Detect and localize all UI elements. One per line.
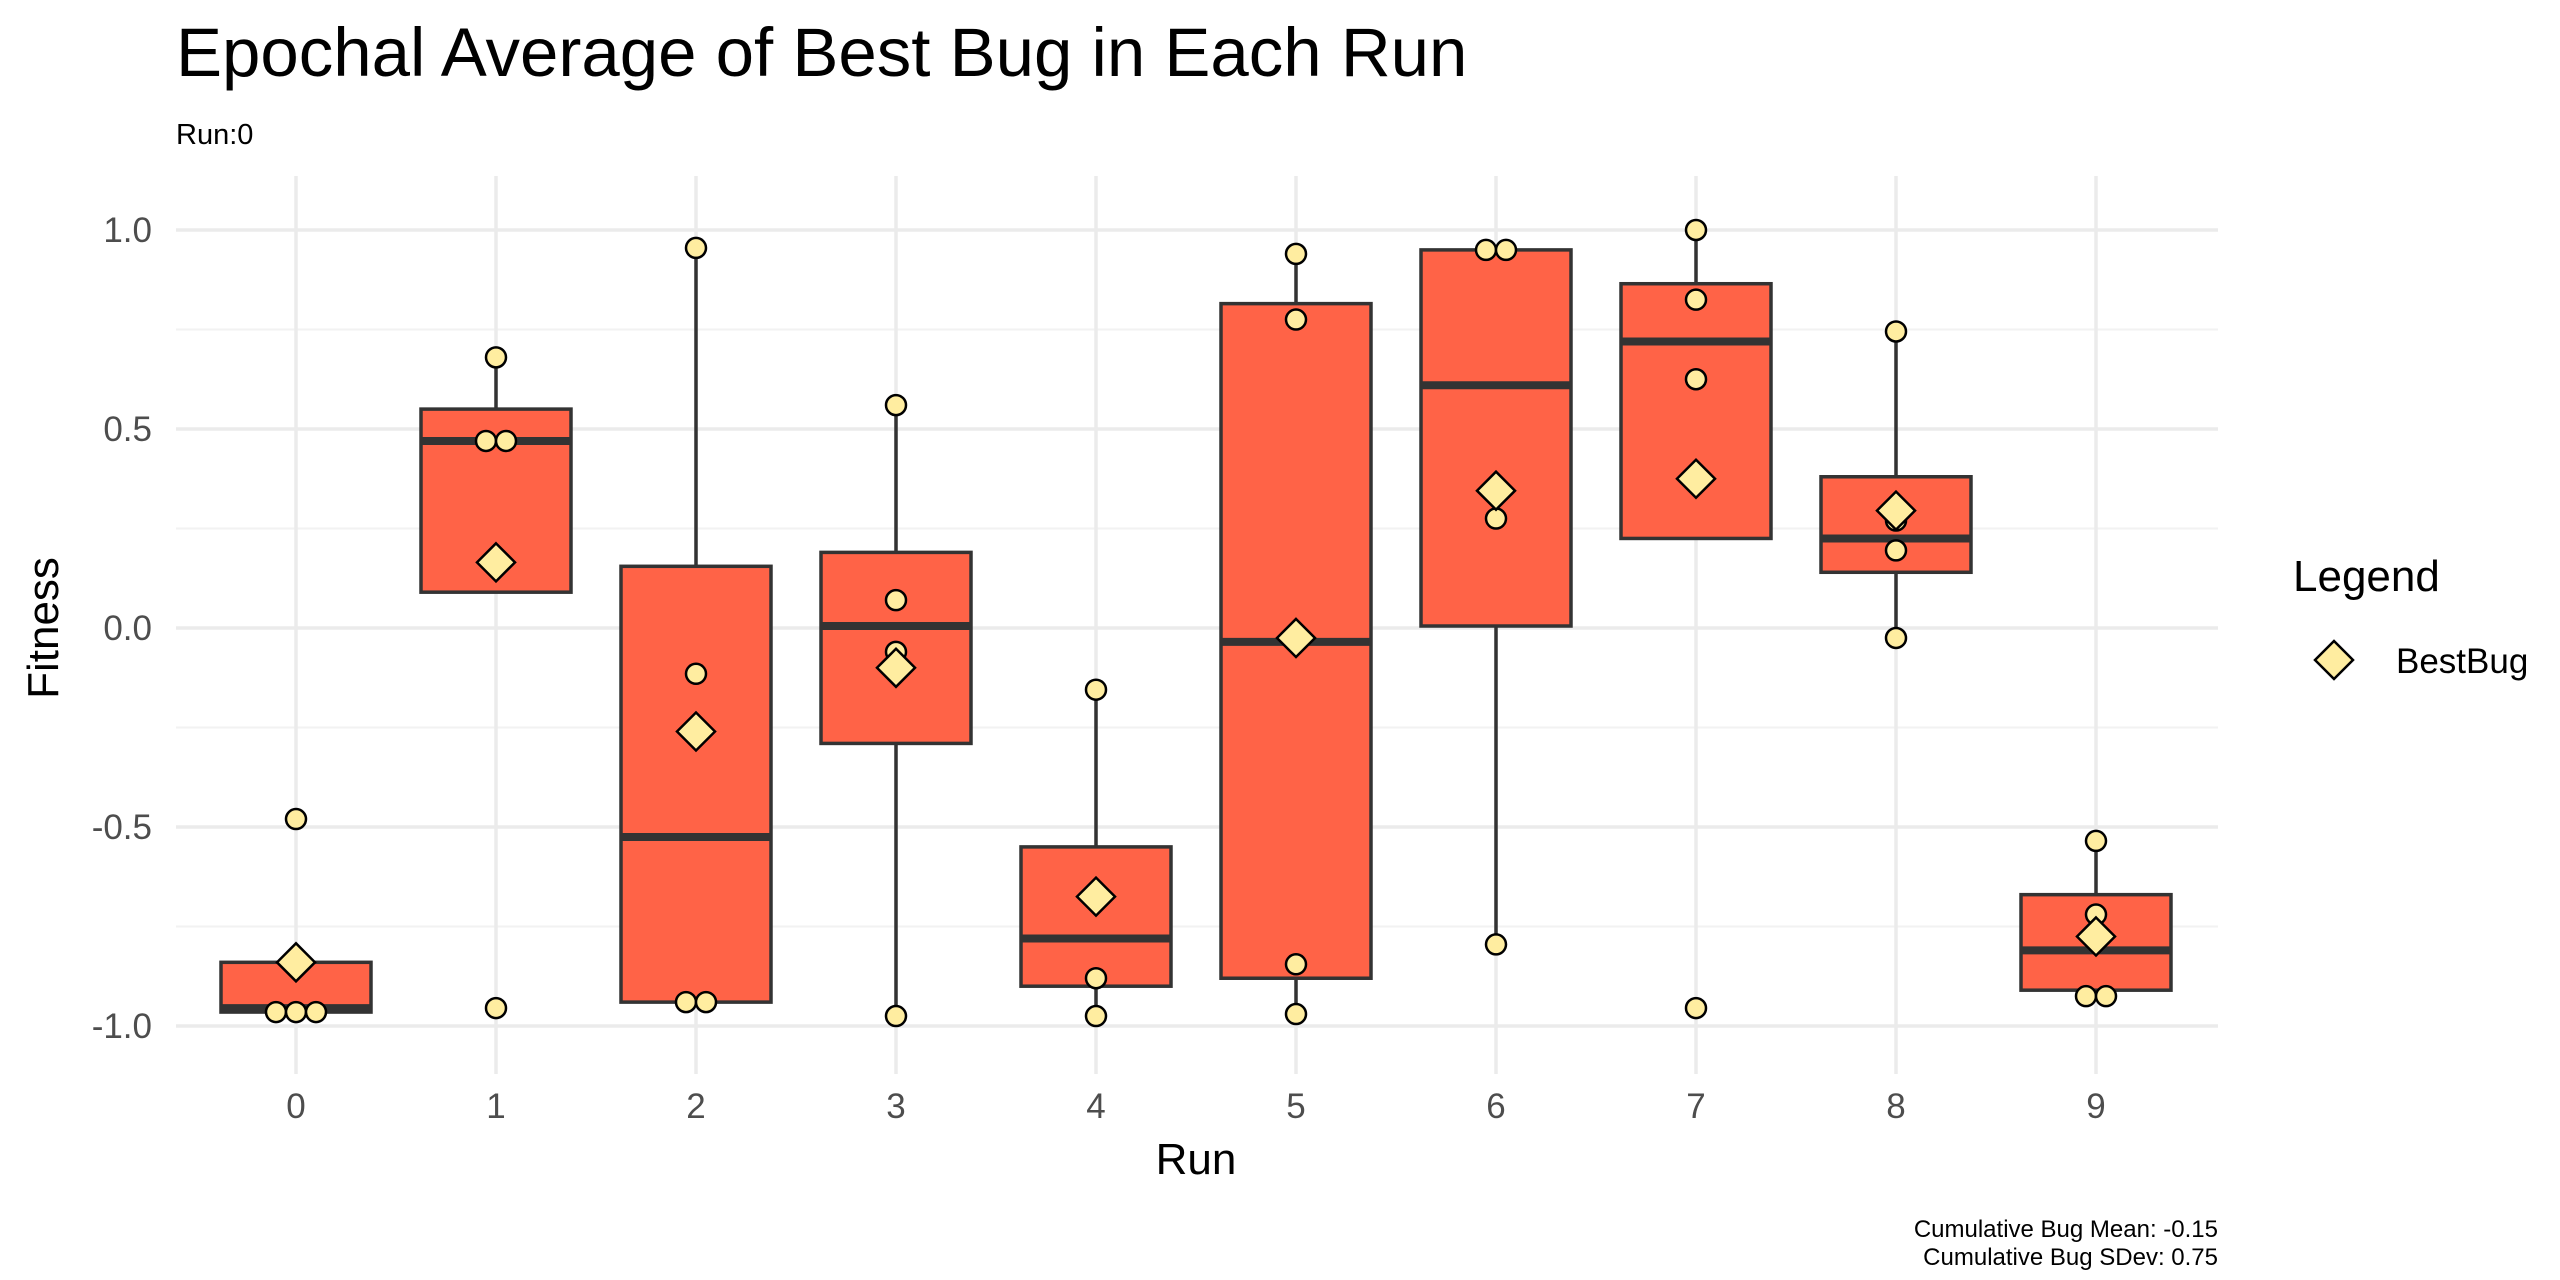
x-axis-title: Run [1156,1135,1237,1184]
x-tick-label: 1 [486,1087,505,1126]
data-point [1084,1004,1108,1028]
data-point [1684,288,1708,311]
x-tick-label: 3 [886,1087,905,1126]
data-point [484,346,508,369]
legend-title: Legend [2293,552,2440,601]
box [1419,248,1573,628]
data-point [1284,1002,1308,1026]
best-bug-diamond [475,541,517,584]
data-point [884,1004,908,1028]
data-point [1884,626,1908,650]
data-point [674,990,698,1014]
caption-mean: Cumulative Bug Mean: -0.15 [1914,1216,2218,1243]
x-tick-label: 7 [1686,1087,1705,1126]
data-point [474,429,498,453]
data-points [264,218,2118,1028]
whiskers [294,230,2098,1019]
best-bug-diamond [275,941,317,984]
data-point [2094,984,2118,1008]
data-point [1284,308,1308,331]
data-point [284,1000,308,1024]
best-bug-markers [275,457,2117,984]
data-point [1484,507,1508,530]
y-tick-label: -1.0 [92,1007,152,1046]
best-bug-diamond [875,647,917,689]
best-bug-diamond [675,710,717,753]
best-bug-diamond [2075,915,2117,958]
legend: Legend BestBug [2293,552,2528,681]
data-point [304,1000,328,1024]
data-point [494,429,518,453]
data-point [684,662,708,686]
box [1619,281,1773,541]
data-point [884,588,908,612]
data-point [694,990,718,1014]
data-point [2084,829,2108,853]
data-point [684,236,708,260]
data-point [1684,996,1708,1020]
data-point [284,807,308,831]
major-gridlines [176,176,2218,1074]
box [619,564,773,1004]
data-point [1284,242,1308,266]
legend-diamond-icon [2313,639,2355,681]
data-point [1684,368,1708,391]
best-bug-diamond [1875,489,1917,532]
best-bug-diamond [1075,875,1117,918]
y-tick-label: -0.5 [92,808,152,847]
chart-title: Epochal Average of Best Bug in Each Run [176,14,1467,91]
y-tick-label: 0.5 [103,410,152,449]
data-point [1494,238,1518,262]
data-point [1284,953,1308,976]
data-point [1884,539,1908,562]
data-point [2074,984,2098,1008]
x-tick-label: 4 [1086,1087,1105,1126]
data-point [264,1000,288,1024]
best-bug-diamond [1675,457,1717,500]
data-point [1884,320,1908,343]
data-point [1474,238,1498,262]
y-tick-label: 1.0 [103,211,152,250]
data-point [484,996,508,1020]
x-tick-label: 0 [286,1087,305,1126]
boxes [219,248,2173,1014]
y-axis-title: Fitness [19,557,68,699]
x-tick-label: 8 [1886,1087,1905,1126]
x-tick-labels: 0 1 2 3 4 5 6 7 8 9 [286,1087,2105,1126]
x-tick-label: 6 [1486,1087,1505,1126]
caption-sdev: Cumulative Bug SDev: 0.75 [1923,1244,2218,1271]
y-tick-labels: -1.0 -0.5 0.0 0.5 1.0 [92,211,152,1046]
data-point [1484,933,1508,956]
y-tick-label: 0.0 [103,609,152,648]
data-point [1084,966,1108,990]
x-tick-label: 2 [686,1087,705,1126]
data-point [1084,678,1108,701]
best-bug-diamond [1475,469,1517,512]
best-bug-diamond [1275,617,1317,659]
legend-label-bestbug: BestBug [2396,642,2528,681]
data-point [884,393,908,417]
chart-subtitle: Run:0 [176,119,253,151]
x-tick-label: 5 [1286,1087,1305,1126]
data-point [1684,218,1708,242]
x-tick-label: 9 [2086,1087,2105,1126]
